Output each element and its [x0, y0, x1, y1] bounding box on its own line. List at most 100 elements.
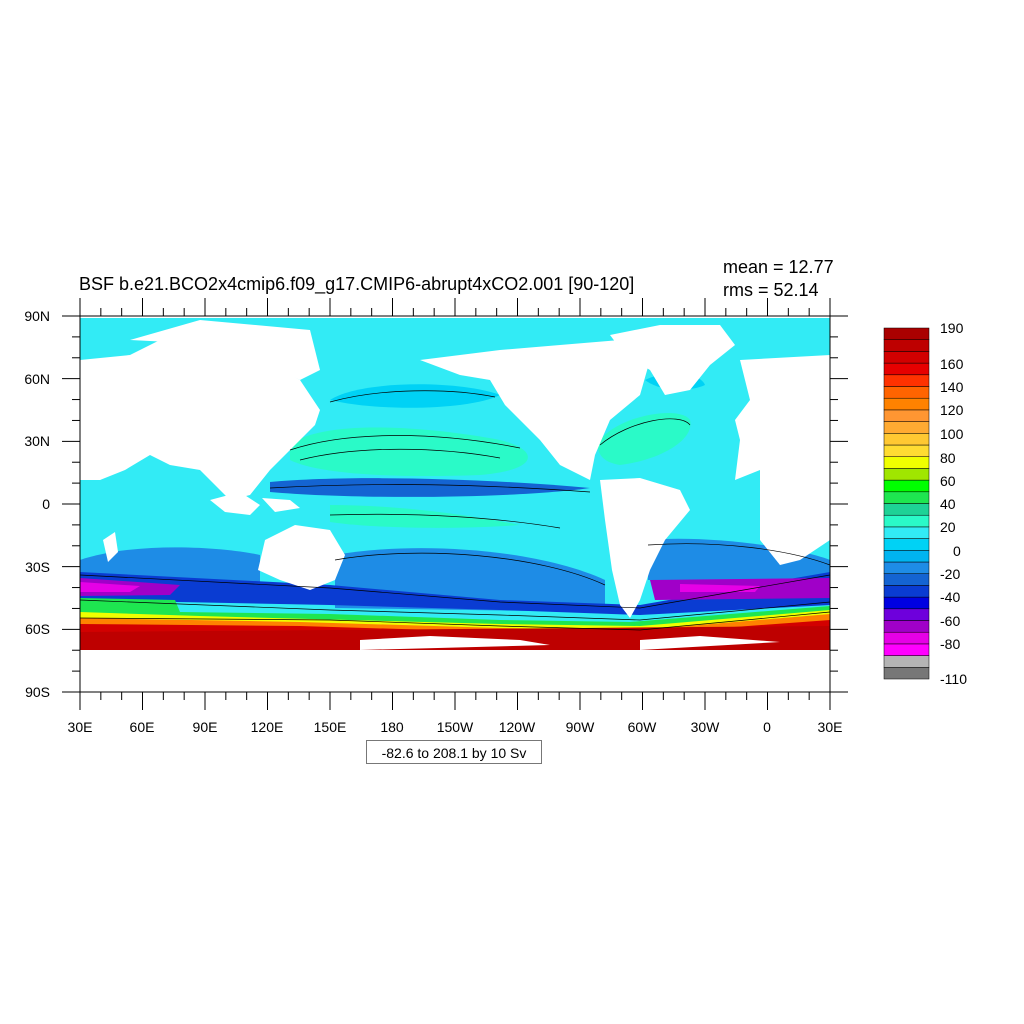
madagascar-land: [103, 532, 118, 562]
colorbar-box: [883, 550, 930, 563]
x-tick-label: 60E: [129, 719, 155, 735]
colorbar: [883, 327, 930, 680]
x-tick-label: 30E: [67, 719, 93, 735]
contour-line: [329, 513, 561, 529]
colorbar-box: [883, 514, 930, 528]
acc-deep-blue-band: [80, 572, 830, 615]
colorbar-label: 20: [940, 519, 956, 535]
colorbar-box: [883, 503, 930, 516]
colorbar-box: [883, 421, 930, 434]
south-america-land: [600, 478, 690, 618]
colorbar-box: [883, 643, 930, 656]
contour-line: [299, 448, 501, 461]
eurasia-land: [80, 340, 320, 500]
colorbar-label: 140: [940, 379, 964, 395]
colorbar-box: [883, 526, 930, 539]
colorbar-label: 100: [940, 426, 964, 442]
colorbar-box: [883, 386, 930, 399]
contour-line: [334, 552, 606, 586]
x-tick-label: 180: [380, 719, 404, 735]
colorbar-label: -60: [940, 613, 961, 629]
colorbar-box: [883, 596, 930, 610]
colorbar-box: [883, 491, 930, 504]
colorbar-label: 120: [940, 402, 964, 418]
colorbar-label: 60: [940, 473, 956, 489]
australia-land: [258, 525, 345, 590]
colorbar-box: [883, 468, 930, 481]
colorbar-label: -20: [940, 566, 961, 582]
colorbar-box: [883, 620, 930, 633]
north-atlantic-gyre: [598, 412, 691, 465]
contour-line: [80, 611, 830, 631]
colorbar-label: -110: [940, 671, 967, 687]
colorbar-box: [883, 351, 930, 364]
north-pacific-subpolar: [330, 384, 500, 408]
x-tick-label: 150E: [313, 719, 347, 735]
arabia-land: [80, 440, 120, 480]
colorbar-label: 40: [940, 496, 956, 512]
y-tick-label: 60N: [24, 371, 50, 387]
rms-value: rms = 52.14: [723, 280, 819, 300]
siberia-coast-land: [130, 320, 320, 380]
colorbar-box: [883, 561, 930, 574]
contour-line: [329, 390, 496, 403]
colorbar-label: -40: [940, 589, 961, 605]
indonesia-land: [210, 492, 300, 515]
contour-line: [599, 418, 691, 446]
colorbar-box: [883, 585, 930, 598]
colorbar-box: [883, 667, 930, 680]
colorbar-box: [883, 655, 930, 668]
colorbar-box: [883, 433, 930, 446]
colorbar-box: [883, 456, 930, 469]
land-masses: [80, 316, 830, 692]
contour-line: [289, 435, 521, 451]
europe-africa-land: [735, 355, 830, 480]
colorbar-box: [883, 608, 930, 621]
x-tick-label: 30W: [690, 719, 720, 735]
colorbar-box: [883, 538, 930, 551]
stats-block: mean = 12.77 rms = 52.14: [723, 256, 834, 302]
x-tick-label: 90W: [565, 719, 595, 735]
contour-line: [647, 543, 830, 566]
acc-yellow-band: [80, 610, 830, 632]
colorbar-box: [883, 327, 930, 340]
colorbar-box: [883, 374, 930, 387]
colorbar-label: -80: [940, 636, 961, 652]
y-tick-label: 0: [42, 496, 50, 512]
antarctica-land: [80, 650, 830, 692]
contour-line: [80, 599, 830, 621]
x-tick-label: 30E: [817, 719, 843, 735]
colorbar-box: [883, 573, 930, 586]
colorbar-box: [883, 397, 930, 411]
x-tick-label: 60W: [627, 719, 657, 735]
y-tick-label: 90S: [25, 684, 50, 700]
x-tick-label: 150W: [436, 719, 474, 735]
colorbar-box: [883, 479, 930, 493]
x-tick-label: 120E: [250, 719, 284, 735]
contour-line: [80, 574, 830, 609]
africa-south-land: [760, 470, 830, 565]
colorbar-box: [883, 339, 930, 352]
x-tick-label: 120W: [498, 719, 536, 735]
antarctic-shelf-land: [360, 636, 780, 650]
y-tick-label: 30N: [24, 433, 50, 449]
colorbar-label: 0: [953, 543, 961, 559]
north-america-land: [420, 340, 650, 480]
contour-lines: [80, 390, 830, 631]
colorbar-label: 80: [940, 450, 956, 466]
colorbar-box: [883, 409, 930, 422]
mean-value: mean = 12.77: [723, 257, 834, 277]
y-tick-label: 60S: [25, 621, 50, 637]
colorbar-box: [883, 631, 930, 645]
y-tick-label: 30S: [25, 559, 50, 575]
plot-title: BSF b.e21.BCO2x4cmip6.f09_g17.CMIP6-abru…: [79, 274, 635, 294]
acc-magenta-band: [80, 582, 760, 592]
y-tick-label: 90N: [24, 308, 50, 324]
x-tick-label: 0: [763, 719, 771, 735]
colorbar-box: [883, 444, 930, 457]
greenland-land: [610, 325, 735, 395]
colorbar-label: 190: [940, 320, 964, 336]
equatorial-band: [270, 478, 590, 497]
contour-info-box: -82.6 to 208.1 by 10 Sv: [366, 740, 542, 764]
